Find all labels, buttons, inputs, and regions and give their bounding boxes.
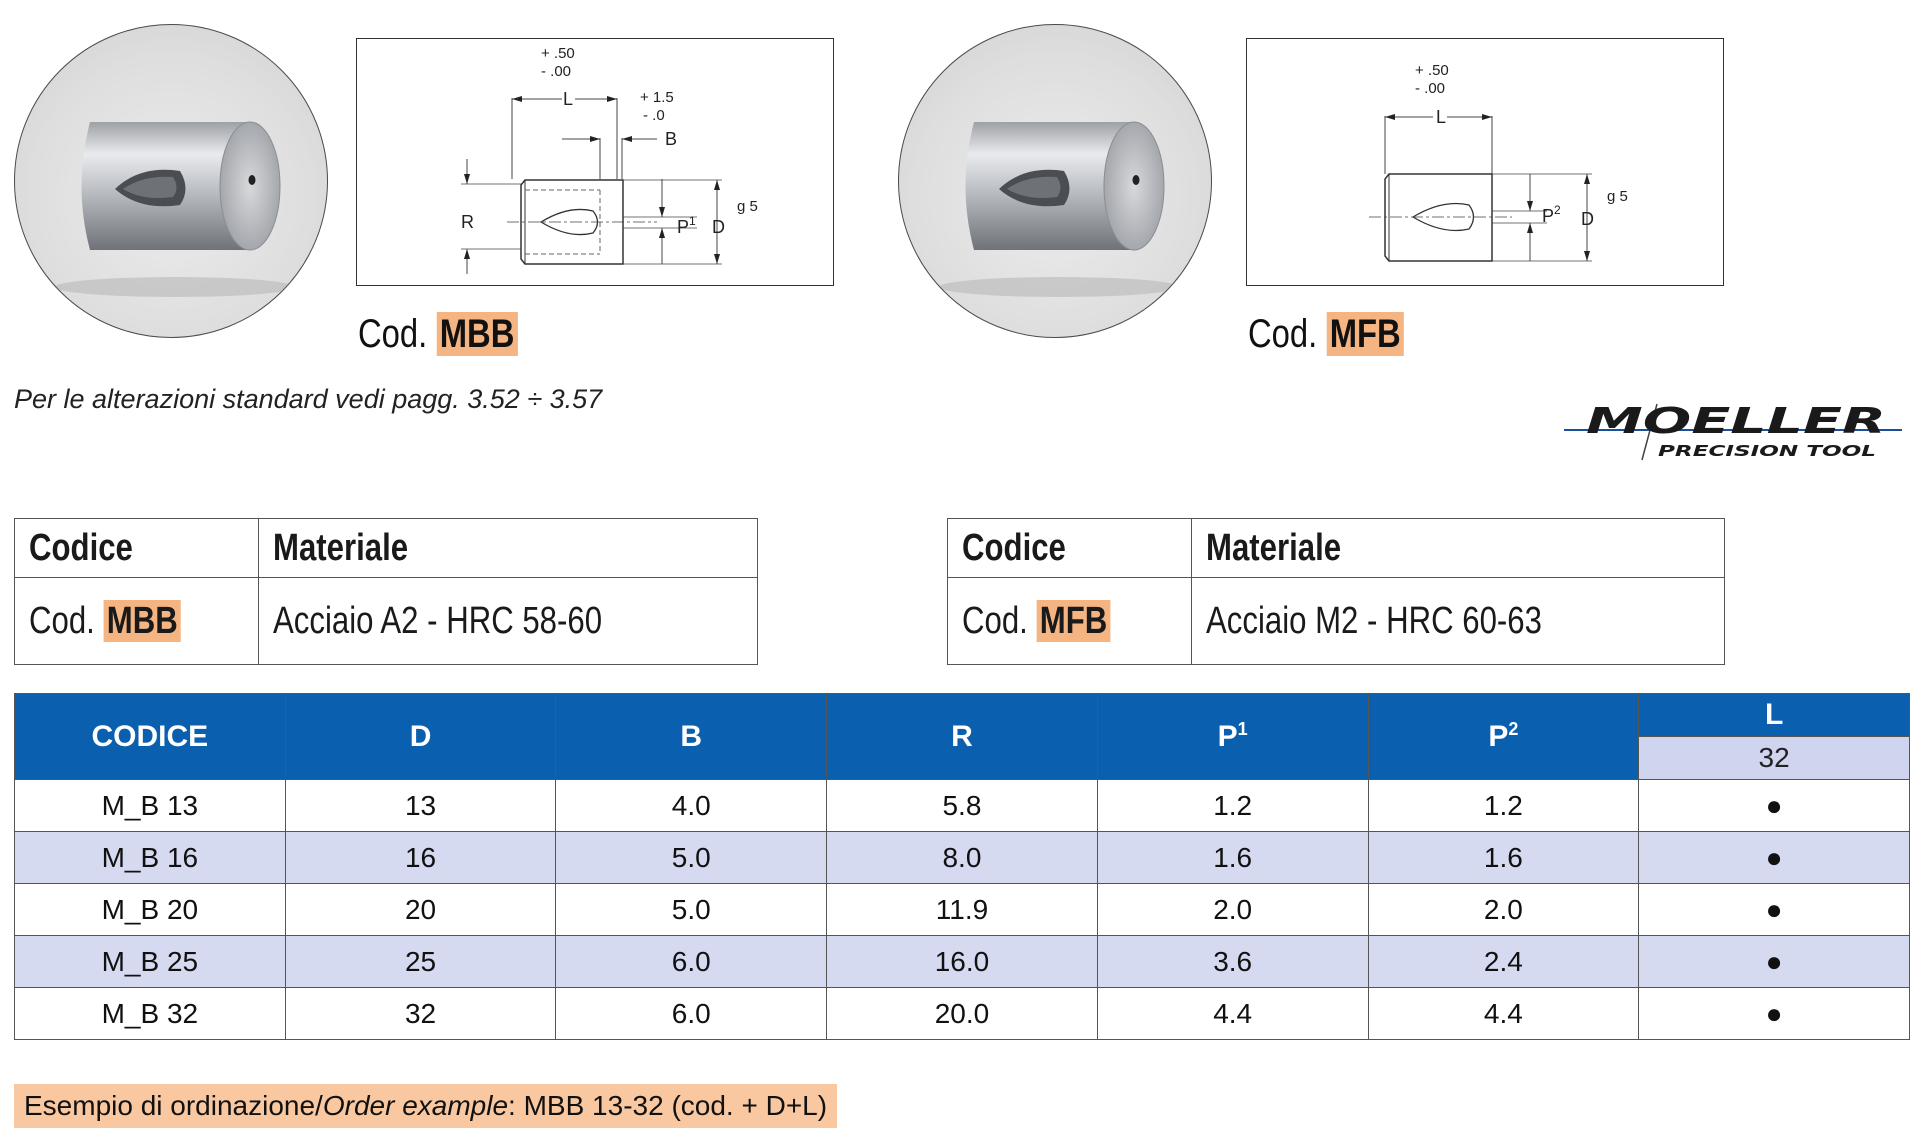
material-code-cell: Cod. MFB (947, 577, 1192, 665)
cell-d: 20 (284, 883, 557, 936)
label-p1: P1 (677, 214, 696, 237)
cell-r: 16.0 (826, 935, 1098, 988)
tol-l-plus: + .50 (541, 45, 575, 62)
order-example: Esempio di ordinazione/Order example: MB… (14, 1084, 838, 1128)
cell-r: 11.9 (826, 883, 1098, 936)
col-l-32: 32 (1638, 736, 1910, 780)
table-row: M_B 25 25 6.0 16.0 3.6 2.4 ● (14, 935, 1910, 988)
cell-r: 5.8 (826, 779, 1098, 832)
cell-p2: 2.0 (1367, 883, 1640, 936)
logo-tagline: PRECISION TOOL (1658, 442, 1876, 460)
code-highlight: MFB (1326, 312, 1405, 356)
product-photo-mfb (898, 24, 1212, 338)
logo-name: MOELLER (1586, 401, 1886, 442)
header-materiale: Materiale (1191, 518, 1725, 578)
moeller-logo: MOELLER PRECISION TOOL (1562, 398, 1908, 462)
cell-p1: 1.6 (1096, 831, 1369, 884)
cell-codice: M_B 16 (14, 831, 286, 884)
cell-d: 32 (284, 987, 557, 1040)
table-row: M_B 32 32 6.0 20.0 4.4 4.4 ● (14, 987, 1910, 1040)
alterations-note: Per le alterazioni standard vedi pagg. 3… (14, 384, 603, 414)
material-table-mbb: Codice Materiale Cod. MBB Acciaio A2 - H… (14, 518, 758, 665)
cell-p2: 2.4 (1367, 935, 1640, 988)
col-r: R (826, 693, 1098, 780)
code-highlight: MBB (436, 312, 518, 356)
cell-p1: 2.0 (1096, 883, 1369, 936)
material-value: Acciaio M2 - HRC 60-63 (1191, 577, 1725, 665)
col-p1: P1 (1096, 693, 1369, 780)
label-g5: g 5 (1607, 188, 1628, 205)
pin-illustration-icon (939, 121, 1179, 297)
label-l: L (1436, 107, 1446, 127)
cell-b: 6.0 (555, 987, 828, 1040)
label-l: L (563, 89, 573, 109)
cell-p1: 4.4 (1096, 987, 1369, 1040)
tol-l-minus: - .00 (541, 63, 571, 80)
table-row: M_B 13 13 4.0 5.8 1.2 1.2 ● (14, 779, 1910, 832)
col-codice: CODICE (14, 693, 286, 780)
tol-l-plus: + .50 (1415, 62, 1449, 79)
cell-p1: 1.2 (1096, 779, 1369, 832)
tol-b-minus: - .0 (643, 107, 665, 124)
col-p2: P2 (1367, 693, 1640, 780)
material-table-mfb: Codice Materiale Cod. MFB Acciaio M2 - H… (947, 518, 1725, 665)
cod-label-mfb: Cod. MFB (1248, 312, 1405, 357)
cod-label-mbb: Cod. MBB (358, 312, 518, 357)
cell-p2: 1.2 (1367, 779, 1640, 832)
tol-b-plus: + 1.5 (640, 89, 674, 106)
cell-l32: ● (1638, 883, 1910, 936)
material-value: Acciaio A2 - HRC 58-60 (258, 577, 758, 665)
cell-codice: M_B 25 (14, 935, 286, 988)
cell-r: 20.0 (826, 987, 1098, 1040)
cell-p2: 4.4 (1367, 987, 1640, 1040)
cell-d: 25 (284, 935, 557, 988)
cell-codice: M_B 20 (14, 883, 286, 936)
header-codice: Codice (947, 518, 1192, 578)
label-r: R (461, 212, 474, 232)
tol-l-minus: - .00 (1415, 80, 1445, 97)
material-code-cell: Cod. MBB (14, 577, 259, 665)
cell-p2: 1.6 (1367, 831, 1640, 884)
cell-b: 5.0 (555, 831, 828, 884)
cell-d: 13 (284, 779, 557, 832)
technical-drawing-mfb: + .50 - .00 L P2 D g 5 (1246, 38, 1724, 286)
label-d: D (712, 217, 725, 237)
col-b: B (555, 693, 828, 780)
cell-l32: ● (1638, 987, 1910, 1040)
dimensions-table: CODICE D B R P1 P2 L 32 M_B 13 13 4.0 5.… (14, 693, 1910, 1040)
order-example-value: : MBB 13-32 (cod. + D+L) (508, 1090, 828, 1121)
order-example-it: Esempio di ordinazione/ (24, 1090, 323, 1121)
cell-codice: M_B 13 (14, 779, 286, 832)
label-p2: P2 (1542, 203, 1561, 226)
cell-d: 16 (284, 831, 557, 884)
cell-codice: M_B 32 (14, 987, 286, 1040)
label-d: D (1581, 209, 1594, 229)
cell-p1: 3.6 (1096, 935, 1369, 988)
cell-r: 8.0 (826, 831, 1098, 884)
cell-l32: ● (1638, 935, 1910, 988)
order-example-en: Order example (322, 1090, 509, 1121)
pin-illustration-icon (55, 121, 295, 297)
technical-drawing-mbb: + .50 - .00 L + 1.5 - .0 B (356, 38, 834, 286)
moeller-logo-icon: MOELLER PRECISION TOOL (1564, 401, 1902, 461)
product-photo-mbb (14, 24, 328, 338)
cell-b: 6.0 (555, 935, 828, 988)
header-codice: Codice (14, 518, 259, 578)
cell-l32: ● (1638, 779, 1910, 832)
col-d: D (284, 693, 557, 780)
table-row: M_B 20 20 5.0 11.9 2.0 2.0 ● (14, 883, 1910, 936)
label-g5: g 5 (737, 198, 758, 215)
label-b: B (665, 129, 677, 149)
table-row: M_B 16 16 5.0 8.0 1.6 1.6 ● (14, 831, 1910, 884)
cell-l32: ● (1638, 831, 1910, 884)
cell-b: 5.0 (555, 883, 828, 936)
header-materiale: Materiale (258, 518, 758, 578)
cod-prefix: Cod. (1248, 312, 1318, 356)
col-l: L (1638, 693, 1910, 737)
cod-prefix: Cod. (358, 312, 428, 356)
cell-b: 4.0 (555, 779, 828, 832)
